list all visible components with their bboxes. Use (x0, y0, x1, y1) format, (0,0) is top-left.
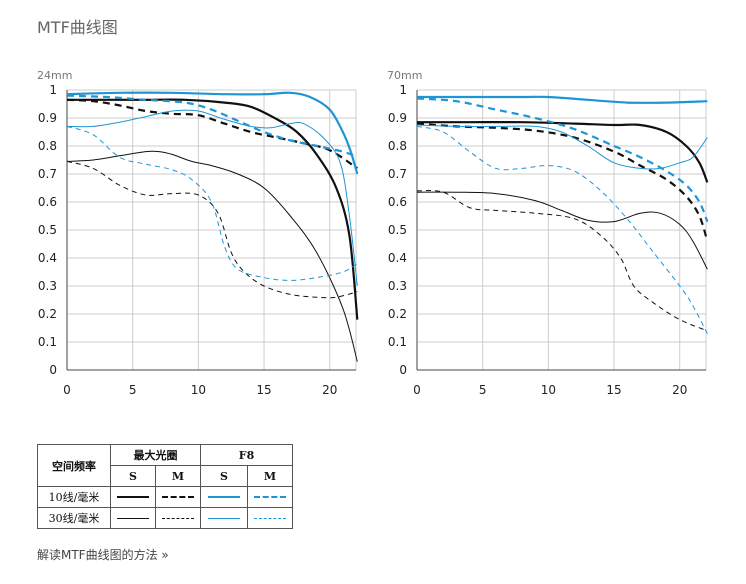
legend-row-10-label: 10线/毫米 (37, 486, 111, 508)
x-tick-label: 5 (479, 383, 487, 397)
legend-group-max-aperture: 最大光圈 (110, 444, 201, 466)
legend-swatch-30-max-m (155, 507, 201, 529)
page-title: MTF曲线图 (37, 18, 118, 37)
y-tick-label: 0.3 (38, 279, 57, 293)
legend-col-max-m: M (155, 465, 201, 487)
series-10lpmm-f8-s (416, 95, 708, 104)
series-10lpmm-f8-s (66, 91, 359, 175)
legend-swatch-30-f8-m (247, 507, 293, 529)
series-30lpmm-max-aperture-m (66, 160, 358, 299)
y-tick-label: 0 (49, 363, 57, 377)
y-tick-label: 0.7 (388, 167, 407, 181)
x-tick-label: 15 (256, 383, 271, 397)
y-tick-label: 0.7 (38, 167, 57, 181)
legend-col-f8-s: S (200, 465, 248, 487)
y-tick-label: 0.3 (388, 279, 407, 293)
x-tick-label: 0 (413, 383, 421, 397)
series-10lpmm-f8-m (66, 94, 358, 159)
legend-table: 空间频率 最大光圈 F8 S M S M 10线/毫米 30线/毫米 (37, 444, 293, 529)
legend-row-header: 空间频率 (37, 444, 111, 487)
series-30lpmm-f8-s (66, 109, 358, 287)
series-10lpmm-max-aperture-s (417, 120, 709, 183)
y-tick-label: 0.2 (388, 307, 407, 321)
legend-swatch-10-f8-m (247, 486, 293, 508)
y-tick-label: 0.8 (38, 139, 57, 153)
series-30lpmm-f8-s (416, 124, 708, 170)
y-tick-label: 0 (399, 363, 407, 377)
y-tick-label: 0.6 (38, 195, 57, 209)
y-tick-label: 0.2 (38, 307, 57, 321)
y-tick-label: 0.1 (388, 335, 407, 349)
y-tick-label: 0.5 (38, 223, 57, 237)
chart-label-24mm: 24mm (37, 69, 73, 82)
y-tick-label: 0.6 (388, 195, 407, 209)
legend-group-f8: F8 (200, 444, 293, 466)
series-30lpmm-max-aperture-m (416, 190, 708, 332)
y-tick-label: 0.4 (388, 251, 407, 265)
legend-swatch-10-max-s (110, 486, 156, 508)
series-10lpmm-max-aperture-s (66, 98, 359, 320)
x-tick-label: 15 (606, 383, 621, 397)
legend-swatch-30-f8-s (200, 507, 248, 529)
y-tick-label: 1 (49, 83, 57, 97)
y-tick-label: 1 (399, 83, 407, 97)
legend-swatch-10-f8-s (200, 486, 248, 508)
series-30lpmm-f8-m (66, 125, 358, 281)
legend-swatch-10-max-m (155, 486, 201, 508)
y-tick-label: 0.9 (38, 111, 57, 125)
x-tick-label: 20 (322, 383, 337, 397)
legend-swatch-30-max-s (110, 507, 156, 529)
chart-label-70mm: 70mm (387, 69, 423, 82)
series-30lpmm-f8-m (416, 125, 708, 334)
y-tick-label: 0.9 (388, 111, 407, 125)
legend-col-max-s: S (110, 465, 156, 487)
legend-col-f8-m: M (247, 465, 293, 487)
mtf-chart-24mm: 0 5 10 15 20 0 0.1 0.2 0.3 0.4 0.5 0.6 0.7 0.8 0.9 1 (38, 83, 359, 397)
y-tick-label: 0.1 (38, 335, 57, 349)
series-30lpmm-max-aperture-s (416, 191, 708, 270)
mtf-chart-70mm: 0 5 10 15 20 0 0.1 0.2 0.3 0.4 0.5 0.6 0.7 0.8 0.9 1 (388, 83, 709, 397)
series-30lpmm-max-aperture-s (66, 150, 358, 362)
legend-row-30-label: 30线/毫米 (37, 507, 111, 529)
y-tick-label: 0.4 (38, 251, 57, 265)
x-tick-label: 10 (541, 383, 556, 397)
series-10lpmm-f8-m (416, 97, 709, 223)
series-10lpmm-max-aperture-m (416, 122, 709, 242)
y-tick-label: 0.5 (388, 223, 407, 237)
x-tick-label: 20 (672, 383, 687, 397)
how-to-read-mtf-link[interactable]: 解读MTF曲线图的方法 » (37, 548, 169, 562)
y-tick-label: 0.8 (388, 139, 407, 153)
x-tick-label: 5 (129, 383, 137, 397)
x-tick-label: 0 (63, 383, 71, 397)
x-tick-label: 10 (191, 383, 206, 397)
